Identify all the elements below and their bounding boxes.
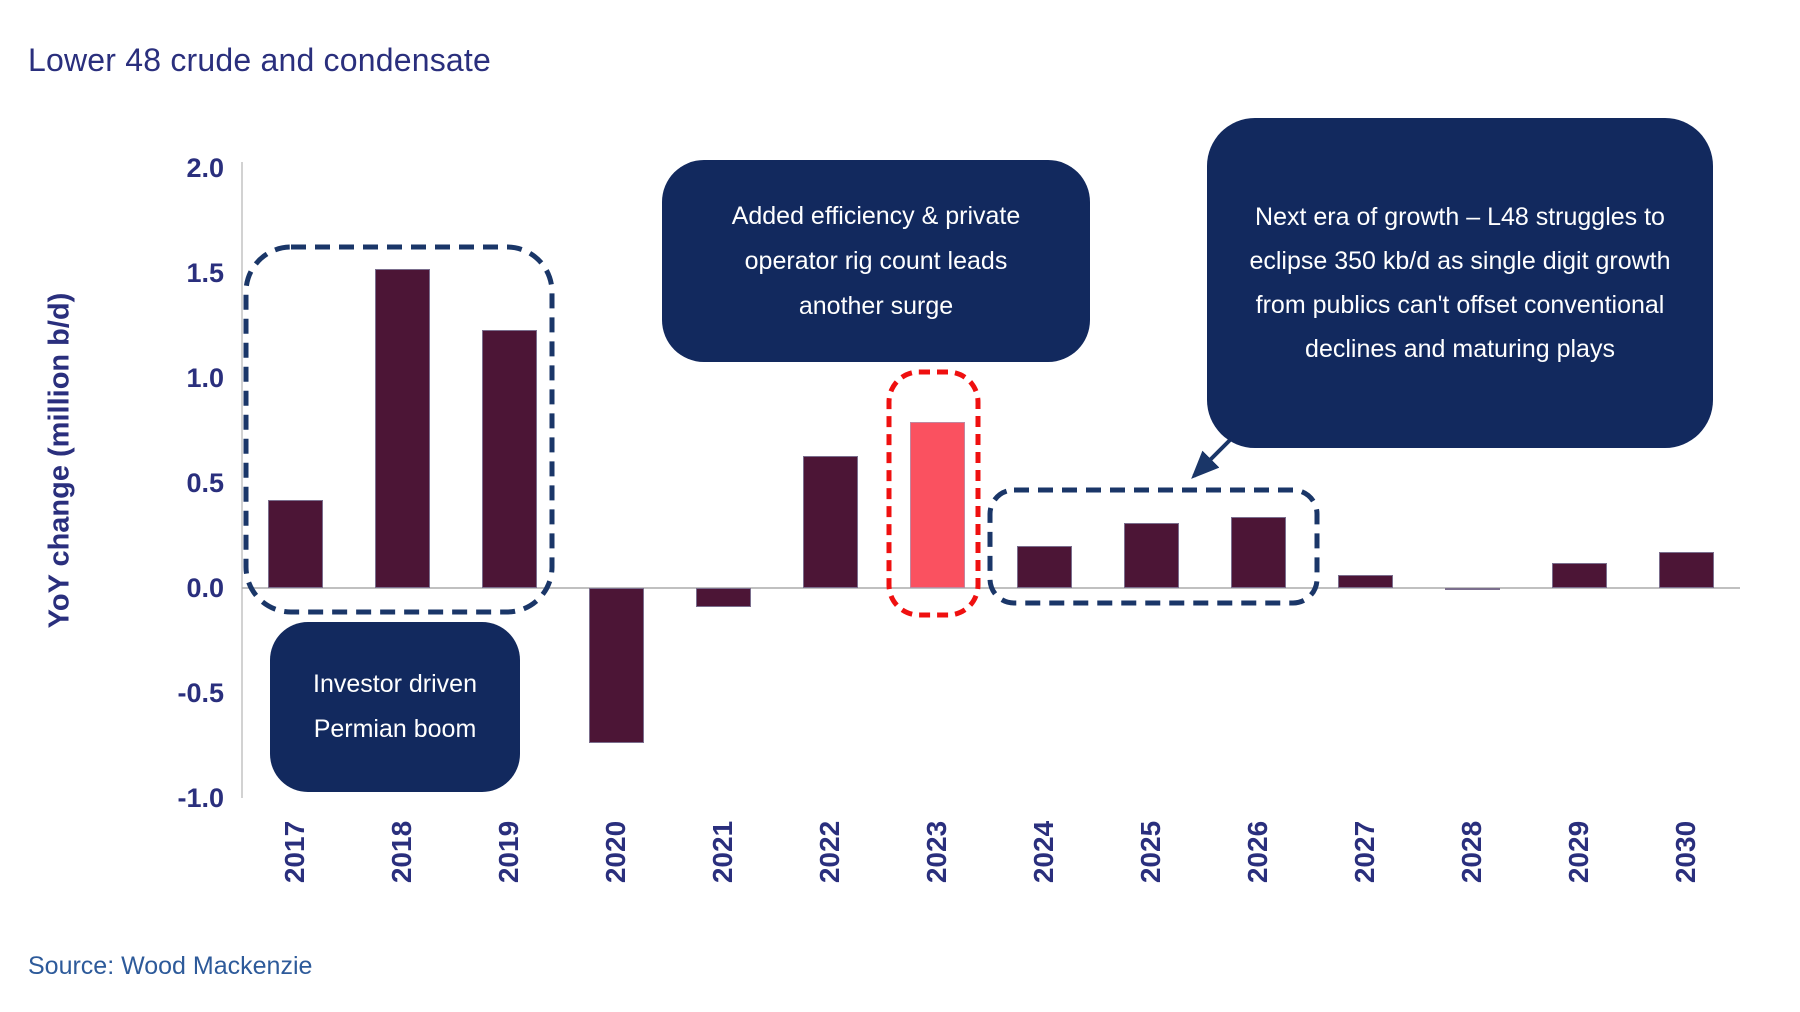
callout-line: Next era of growth – L48 struggles to (1255, 203, 1665, 231)
bar-2025 (1124, 522, 1179, 588)
x-label-text: 2024 (1028, 820, 1060, 884)
y-tick-0.5: 0.5 (186, 468, 224, 498)
x-label-2022: 2022 (814, 806, 848, 898)
callout-added-efficiency-surge: Added efficiency & private operator rig … (662, 160, 1090, 362)
chart-title: Lower 48 crude and condensate (28, 42, 492, 78)
x-label-2025: 2025 (1135, 806, 1169, 898)
callout-investor-driven-permian-boom: Investor driven Permian boom (270, 622, 520, 792)
x-label-text: 2027 (1349, 820, 1381, 884)
bar-2020 (589, 588, 644, 744)
y-tick--0.5: -0.5 (177, 678, 224, 708)
x-label-2028: 2028 (1456, 806, 1490, 898)
x-label-text: 2029 (1563, 820, 1595, 884)
y-tick--1.0: -1.0 (177, 783, 224, 813)
y-tick-1.0: 1.0 (186, 363, 224, 393)
bar-2021 (696, 588, 751, 607)
x-label-text: 2018 (386, 820, 418, 884)
callout-next-era-of-growth: Next era of growth – L48 struggles to ec… (1207, 118, 1713, 448)
x-label-text: 2025 (1135, 820, 1167, 884)
bar-2024 (1017, 546, 1072, 588)
x-label-text: 2022 (814, 820, 846, 884)
x-label-2029: 2029 (1563, 806, 1597, 898)
highlight-box-2023 (886, 369, 981, 618)
callout-line: Investor driven (313, 670, 477, 698)
callout-line: Added efficiency & private (731, 201, 1021, 230)
x-label-2018: 2018 (386, 806, 420, 898)
x-label-text: 2030 (1670, 820, 1702, 884)
x-label-text: 2028 (1456, 820, 1488, 884)
callout-line: Permian boom (313, 715, 477, 743)
bar-2023 (910, 422, 965, 588)
bar-2028 (1445, 588, 1500, 591)
x-label-2027: 2027 (1349, 806, 1383, 898)
y-tick-1.5: 1.5 (186, 258, 224, 288)
x-label-text: 2023 (921, 820, 953, 884)
x-label-2017: 2017 (279, 806, 313, 898)
bar-2017 (268, 499, 323, 588)
x-label-2026: 2026 (1242, 806, 1276, 898)
x-label-2020: 2020 (600, 806, 634, 898)
group-box-2017-2019 (243, 244, 555, 615)
callout-line: operator rig count leads (744, 246, 1008, 275)
callout-line: another surge (798, 291, 954, 320)
x-label-text: 2021 (707, 820, 739, 884)
y-tick-2.0: 2.0 (186, 153, 224, 183)
callout-arrow (1191, 435, 1235, 479)
bar-2026 (1231, 516, 1286, 588)
x-label-text: 2020 (600, 820, 632, 884)
x-label-2021: 2021 (707, 806, 741, 898)
callout-line: eclipse 350 kb/d as single digit growth (1249, 247, 1671, 275)
bar-2022 (803, 455, 858, 588)
bar-2030 (1659, 552, 1714, 588)
x-label-2019: 2019 (493, 806, 527, 898)
x-label-2030: 2030 (1670, 806, 1704, 898)
group-box-2024-2026 (987, 487, 1320, 606)
y-tick-0.0: 0.0 (186, 573, 224, 603)
bar-2018 (375, 268, 430, 588)
x-label-2023: 2023 (921, 806, 955, 898)
x-label-2024: 2024 (1028, 806, 1062, 898)
callout-line: from publics can't offset conventional (1255, 291, 1665, 319)
callout-line: declines and maturing plays (1305, 335, 1615, 363)
x-label-text: 2019 (493, 820, 525, 884)
source-text: Source: Wood Mackenzie (28, 952, 313, 980)
bar-2019 (482, 329, 537, 588)
bar-2029 (1552, 562, 1607, 588)
x-label-text: 2017 (279, 820, 311, 884)
bar-2027 (1338, 575, 1393, 588)
x-label-text: 2026 (1242, 820, 1274, 884)
